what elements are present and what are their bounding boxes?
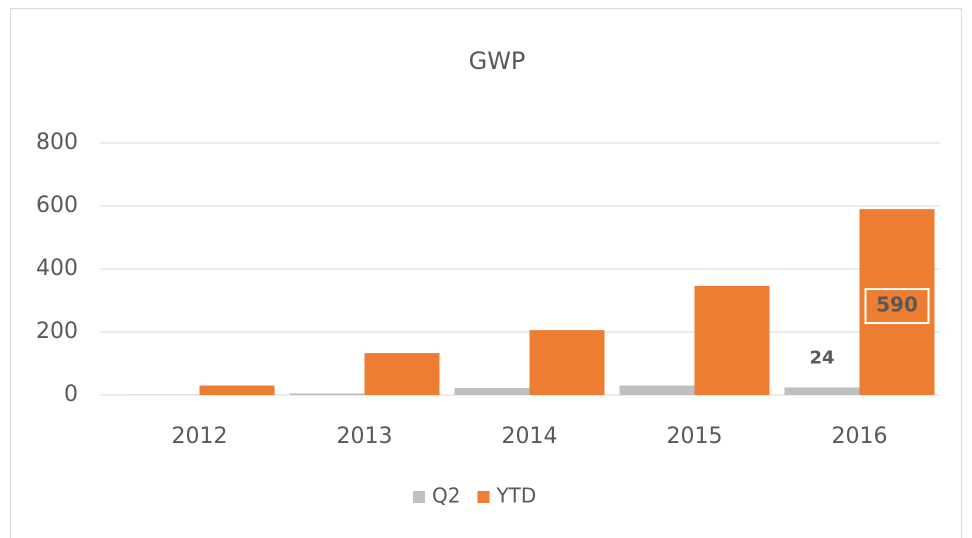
legend-swatch [413,491,425,503]
x-tick-label: 2013 [337,424,393,449]
data-label: 590 [876,293,918,317]
y-tick-label: 200 [36,319,78,344]
chart-frame [10,8,962,538]
bar [454,388,530,395]
y-tick-label: 400 [36,256,78,281]
x-tick-label: 2015 [667,424,723,449]
bar [859,209,935,395]
data-label-box [864,288,930,325]
x-tick-label: 2012 [172,424,228,449]
bar [364,353,440,395]
bar [529,330,605,395]
legend-swatch [477,491,490,503]
x-tick-label: 2014 [502,424,558,449]
y-tick-label: 800 [36,130,78,155]
bar [199,385,275,395]
y-tick-label: 600 [36,193,78,218]
legend-label: YTD [495,484,536,508]
chart-title: GWP [469,47,526,75]
legend-label: Q2 [432,484,460,508]
bar [289,393,365,395]
x-tick-label: 2016 [832,424,888,449]
bar [619,385,695,395]
data-label: 24 [809,347,834,368]
y-tick-label: 0 [64,382,78,407]
bar [694,286,770,395]
bar [784,387,860,395]
